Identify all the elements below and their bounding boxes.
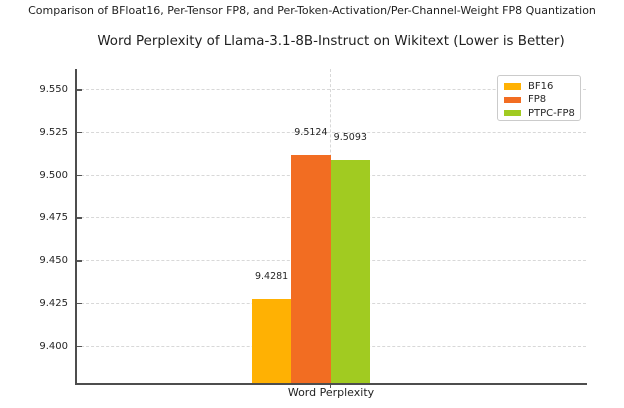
- y-tick-mark: [77, 89, 82, 91]
- y-tick-mark: [77, 174, 82, 177]
- y-tick-label: 9.450: [39, 255, 68, 267]
- bar-value-label-fp8: 9.5124: [294, 126, 328, 138]
- legend: BF16 FP8 PTPC-FP8: [497, 74, 581, 121]
- y-tick-label: 9.400: [39, 340, 68, 352]
- bar-ptpc-fp8: [330, 159, 370, 384]
- h-gridline: [76, 89, 586, 91]
- y-tick-mark: [77, 260, 82, 262]
- y-tick-label: 9.425: [39, 297, 68, 309]
- legend-swatch-ptpc-fp8: [504, 109, 521, 117]
- legend-item-ptpc-fp8: PTPC-FP8: [504, 107, 580, 120]
- bar-value-label-bf16: 9.4281: [254, 270, 289, 282]
- y-tick-mark: [77, 217, 82, 219]
- legend-label-bf16: BF16: [528, 81, 554, 93]
- chart-title: Word Perplexity of Llama-3.1-8B-Instruct…: [97, 34, 565, 49]
- bar-fp8: [291, 154, 331, 384]
- bar-bf16: [252, 298, 292, 384]
- y-tick-label: 9.550: [39, 84, 68, 96]
- y-tick-label: 9.525: [39, 126, 68, 138]
- x-axis-spine: [75, 382, 587, 385]
- y-tick-mark: [77, 302, 82, 305]
- y-tick-mark: [77, 131, 82, 134]
- y-tick-label: 9.475: [39, 212, 68, 224]
- y-tick-label: 9.500: [39, 169, 68, 181]
- legend-swatch-fp8: [504, 96, 521, 104]
- legend-label-ptpc-fp8: PTPC-FP8: [528, 107, 575, 119]
- x-axis-label: Word Perplexity: [287, 386, 375, 399]
- figure-suptitle: Comparison of BFloat16, Per-Tensor FP8, …: [28, 4, 596, 17]
- bar-value-label-ptpc-fp8: 9.5093: [333, 131, 367, 143]
- legend-item-fp8: FP8: [504, 93, 580, 106]
- legend-swatch-bf16: [504, 83, 521, 90]
- y-tick-mark: [77, 345, 82, 348]
- legend-label-fp8: FP8: [528, 94, 547, 106]
- y-axis-spine: [75, 69, 77, 384]
- h-gridline: [76, 131, 586, 133]
- x-tick-mark: [329, 384, 331, 388]
- legend-item-bf16: BF16: [504, 80, 580, 93]
